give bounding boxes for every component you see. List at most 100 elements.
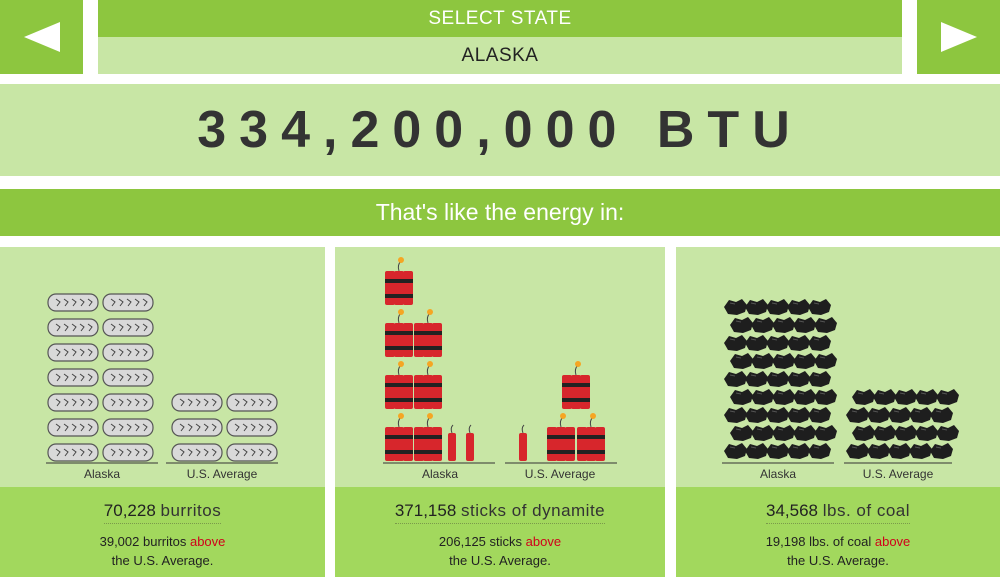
dynamite-icon (385, 413, 413, 461)
coal-unit: lbs. of coal (822, 501, 910, 520)
burrito-icon (47, 343, 99, 362)
next-state-button[interactable] (917, 0, 1000, 74)
burrito-unit: burritos (160, 501, 222, 520)
coal-icon (793, 389, 816, 405)
dynamite-icon (385, 257, 413, 305)
burrito-icon (171, 443, 223, 462)
burrito-diff-text: 39,002 burritos (99, 534, 187, 549)
coal-icon (930, 407, 953, 423)
coal-icon (888, 443, 911, 459)
coal-icon (808, 443, 831, 459)
coal-icon (730, 317, 753, 333)
coal-icon (894, 389, 917, 405)
coal-icon (930, 443, 953, 459)
burrito-icon (226, 418, 278, 437)
dynamite-icon (547, 413, 575, 461)
burrito-comparison-illustration: Alaska U.S. Average (46, 293, 278, 481)
dynamite-amount: 371,158 (394, 501, 457, 520)
burrito-icon (102, 443, 154, 462)
coal-icon (745, 371, 768, 387)
coal-icon (724, 443, 747, 459)
coal-icon (745, 407, 768, 423)
coal-icon (724, 299, 747, 315)
dynamite-icon (414, 413, 442, 461)
coal-icon (787, 299, 810, 315)
dynamite-icon (385, 309, 413, 357)
coal-icon (730, 353, 753, 369)
dynamite-difference: 206,125 sticks above the U.S. Average. (335, 532, 665, 570)
burrito-icon (47, 443, 99, 462)
dynamite-icon (414, 309, 442, 357)
coal-diff-suffix: the U.S. Average. (787, 553, 889, 568)
coal-icon (766, 371, 789, 387)
burrito-icon (226, 443, 278, 462)
left-triangle-icon (23, 22, 60, 52)
burrito-icon (102, 343, 154, 362)
select-state-header: SELECT STATE (98, 0, 902, 37)
coal-icon (808, 299, 831, 315)
coal-icon (814, 353, 837, 369)
burrito-icon (47, 318, 99, 337)
comparison-heading: That's like the energy in: (0, 189, 1000, 236)
burrito-icon (47, 293, 99, 312)
burrito-summary: 70,228 burritos 39,002 burritos above th… (0, 487, 325, 577)
coal-icon (787, 335, 810, 351)
coal-icon (808, 335, 831, 351)
state-selector[interactable]: ALASKA (98, 37, 902, 74)
burrito-average-stack (171, 393, 278, 462)
coal-icon (814, 425, 837, 441)
dynamite-diff-suffix: the U.S. Average. (449, 553, 551, 568)
dynamite-icon (562, 361, 590, 409)
burrito-difference: 39,002 burritos above the U.S. Average. (0, 532, 325, 570)
coal-icon (730, 425, 753, 441)
coal-icon (793, 425, 816, 441)
coal-icon (867, 443, 890, 459)
coal-icon (793, 353, 816, 369)
dynamite-average-stack (519, 361, 605, 461)
coal-icon (766, 335, 789, 351)
dynamite-unit: sticks of dynamite (461, 501, 606, 520)
dynamite-comparison-illustration: Alaska U.S. Average (383, 257, 617, 481)
coal-icon (772, 425, 795, 441)
coal-icon (724, 407, 747, 423)
burrito-icon (171, 418, 223, 437)
dynamite-icon (448, 424, 456, 461)
prev-state-button[interactable] (0, 0, 83, 74)
coal-icon (787, 371, 810, 387)
coal-icon (787, 443, 810, 459)
coal-icon (772, 317, 795, 333)
coal-diff-word: above (874, 534, 911, 549)
coal-icon (793, 317, 816, 333)
coal-icon (751, 317, 774, 333)
coal-icon (772, 353, 795, 369)
burrito-icon (171, 393, 223, 412)
burrito-icon (47, 368, 99, 387)
coal-icon (867, 407, 890, 423)
burrito-diff-suffix: the U.S. Average. (111, 553, 214, 568)
coal-icon (724, 371, 747, 387)
dynamite-diff-text: 206,125 sticks (438, 534, 523, 549)
coal-icon (808, 407, 831, 423)
coal-icon (766, 443, 789, 459)
coal-icon (814, 317, 837, 333)
coal-icon (936, 425, 959, 441)
coal-icon (846, 443, 869, 459)
coal-icon (724, 335, 747, 351)
coal-icon (745, 335, 768, 351)
label-average: U.S. Average (187, 467, 258, 481)
label-average: U.S. Average (863, 467, 934, 481)
dynamite-icon (385, 361, 413, 409)
right-triangle-icon (940, 22, 977, 52)
coal-icon (772, 389, 795, 405)
dynamite-icon (414, 361, 442, 409)
burrito-icon (226, 393, 278, 412)
coal-panel: Alaska U.S. Average 34,568 lbs. of coal … (676, 247, 1000, 577)
burrito-icon (102, 368, 154, 387)
dynamite-equivalent: 371,158 sticks of dynamite (394, 501, 606, 524)
coal-icon (787, 407, 810, 423)
coal-icon (852, 389, 875, 405)
burrito-diff-word: above (189, 534, 226, 549)
dynamite-icon (466, 424, 474, 461)
burrito-state-stack (47, 293, 154, 462)
dynamite-panel: Alaska U.S. Average 371,158 sticks of dy… (335, 247, 665, 577)
